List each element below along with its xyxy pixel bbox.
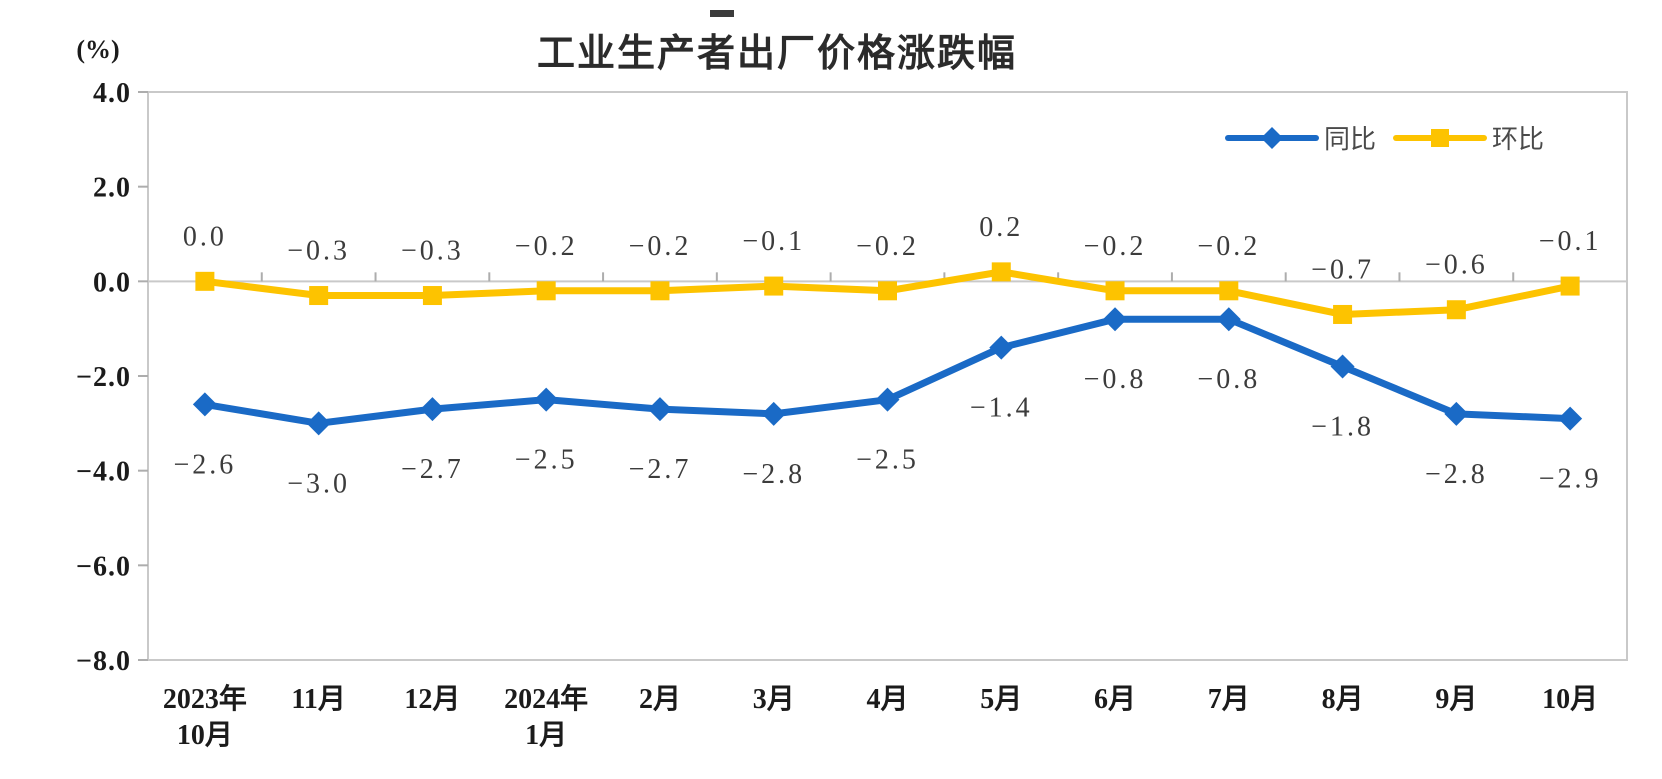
y-axis-tick-label: −6.0: [76, 551, 131, 582]
legend: 同比 环比: [1225, 125, 1544, 154]
x-axis-category-label: 6月: [1094, 684, 1136, 715]
x-axis-category-label: 3月: [753, 684, 795, 715]
legend-label: 同比: [1324, 125, 1376, 154]
diamond-marker: [1558, 406, 1583, 431]
data-label-环比: −0.1: [1539, 226, 1602, 257]
x-axis-category-label: 2023年: [163, 682, 247, 715]
legend-label: 环比: [1492, 125, 1544, 154]
x-axis-category-label: 7月: [1208, 684, 1250, 715]
data-label-环比: −0.2: [1197, 231, 1260, 262]
square-marker: [1333, 304, 1353, 324]
data-label-同比: −0.8: [1197, 364, 1260, 395]
data-label-环比: 0.2: [979, 212, 1023, 243]
data-label-同比: −2.8: [742, 459, 805, 490]
x-axis-category-label: 8月: [1322, 684, 1364, 715]
diamond-marker: [420, 397, 445, 422]
x-axis-category-label: 2024年: [504, 682, 588, 715]
diamond-marker: [306, 411, 331, 436]
data-label-同比: −1.4: [970, 393, 1033, 424]
x-axis-category-label: 10月: [177, 720, 233, 751]
data-label-同比: −2.6: [173, 449, 236, 480]
x-axis-category-label: 4月: [866, 684, 908, 715]
data-label-同比: −2.5: [856, 445, 919, 476]
diamond-marker: [1330, 354, 1355, 379]
y-axis-tick-label: 0.0: [93, 267, 131, 298]
diamond-marker: [989, 335, 1014, 360]
square-marker: [1105, 281, 1125, 301]
legend-square-marker: [1431, 129, 1449, 147]
diamond-marker: [875, 387, 900, 412]
square-marker: [878, 281, 897, 301]
square-marker: [1446, 300, 1466, 320]
y-axis-tick-label: −4.0: [76, 457, 131, 488]
y-axis-unit-label: (%): [76, 35, 119, 64]
data-label-同比: −2.8: [1425, 459, 1488, 490]
square-marker: [309, 286, 329, 306]
x-axis-category-label: 11月: [291, 684, 345, 715]
chart-title: 工业生产者出厂价格涨跌幅: [537, 33, 1017, 75]
plot-border: [147, 91, 1628, 661]
data-label-环比: −0.3: [401, 236, 464, 267]
square-marker: [195, 271, 215, 291]
data-label-同比: −3.0: [287, 468, 350, 499]
x-axis-category-label: 9月: [1435, 684, 1477, 715]
square-marker: [422, 286, 442, 306]
plot-area: 4.0 2.0 0.0 −2.0 −4.0 −6.0 −8.0 2023年 10月 11月 12月 2…: [76, 78, 1628, 751]
data-label-环比: −0.2: [1084, 231, 1147, 262]
data-label-同比: −2.5: [515, 445, 578, 476]
legend-item-环比: 环比: [1393, 125, 1544, 154]
data-label-同比: −2.7: [401, 454, 464, 485]
x-axis-category-label: 2月: [639, 684, 681, 715]
square-marker: [991, 262, 1011, 282]
diamond-marker: [1103, 307, 1128, 332]
x-axis-category-label: 10月: [1542, 684, 1598, 715]
y-axis-tick-label: 4.0: [93, 78, 131, 109]
data-label-环比: −0.1: [742, 226, 805, 257]
y-axis-tick-label: −2.0: [76, 362, 131, 393]
data-label-环比: −0.7: [1311, 254, 1374, 285]
y-axis-tick-label: 2.0: [93, 173, 131, 204]
legend-diamond-marker: [1261, 127, 1283, 149]
data-label-同比: −2.7: [629, 454, 692, 485]
legend-item-同比: 同比: [1225, 125, 1376, 154]
diamond-marker: [1444, 401, 1469, 426]
diamond-marker: [761, 401, 786, 426]
data-label-环比: −0.2: [515, 231, 578, 262]
diamond-marker: [534, 387, 559, 412]
x-axis-category-label: 1月: [525, 720, 567, 751]
square-marker: [764, 276, 784, 296]
data-label-环比: −0.3: [287, 236, 350, 267]
square-marker: [536, 281, 556, 301]
data-label-同比: −2.9: [1539, 464, 1602, 495]
data-label-环比: −0.6: [1425, 250, 1488, 281]
data-label-环比: −0.2: [629, 231, 692, 262]
data-label-环比: −0.2: [856, 231, 919, 262]
square-marker: [650, 281, 670, 301]
square-marker: [1219, 281, 1239, 301]
y-axis-tick-label: −8.0: [76, 646, 131, 677]
diamond-marker: [192, 392, 217, 417]
x-axis-category-label: 5月: [980, 684, 1022, 715]
data-label-同比: −1.8: [1311, 412, 1374, 443]
square-marker: [1560, 276, 1580, 296]
data-label-同比: −0.8: [1084, 364, 1147, 395]
data-label-环比: 0.0: [183, 221, 227, 252]
diamond-marker: [1216, 307, 1241, 332]
diamond-marker: [647, 397, 672, 422]
top-crop-artifact: [710, 10, 734, 17]
x-axis-category-label: 12月: [404, 684, 460, 715]
